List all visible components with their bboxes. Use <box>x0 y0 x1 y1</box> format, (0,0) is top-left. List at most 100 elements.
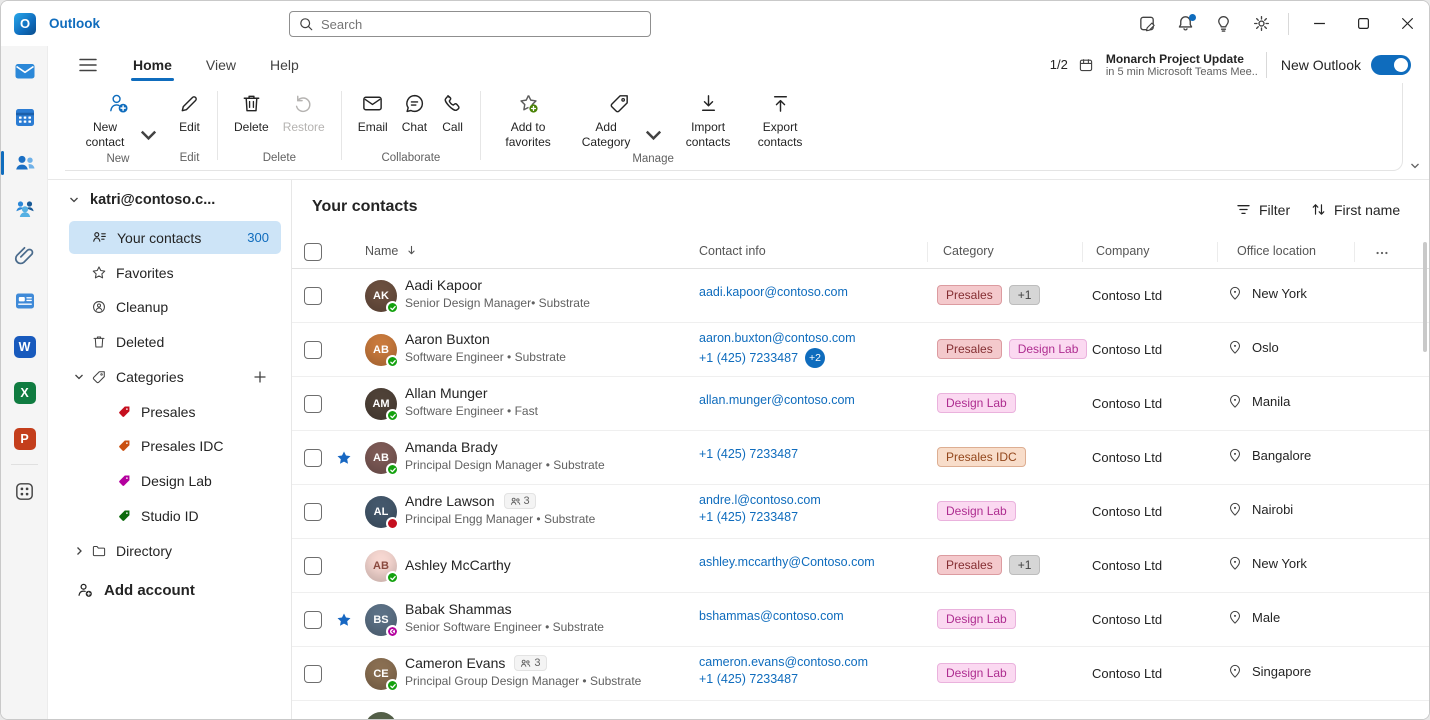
contact-row[interactable]: AB Amanda Brady Principal Design Manager •… <box>292 431 1429 485</box>
category-badge[interactable]: Design Lab <box>937 663 1016 683</box>
rail-powerpoint-icon[interactable]: P <box>1 419 48 459</box>
call-button[interactable]: Call <box>434 83 471 137</box>
more-columns-button[interactable] <box>1370 241 1394 265</box>
search-box[interactable] <box>289 11 651 37</box>
collapse-ribbon-chevron-icon[interactable] <box>1405 156 1425 176</box>
row-checkbox[interactable] <box>304 449 322 467</box>
sidebar-item-favorites[interactable]: Favorites <box>69 256 281 289</box>
rail-excel-icon[interactable]: X <box>1 373 48 413</box>
contact-phone-link[interactable]: +1 (425) 7233487 <box>699 351 799 365</box>
category-badge[interactable]: Presales <box>937 555 1002 575</box>
rail-word-icon[interactable]: W <box>1 327 48 367</box>
category-overflow-badge[interactable]: +1 <box>1008 285 1041 305</box>
tab-home[interactable]: Home <box>129 51 176 81</box>
rail-attachments-icon[interactable] <box>1 235 48 275</box>
add-category-button[interactable]: Add Category <box>566 83 672 152</box>
contact-row[interactable]: AL Andre Lawson 3 Principal Engg Manager • … <box>292 485 1429 539</box>
category-badge[interactable]: Design Lab <box>1008 339 1088 359</box>
email-button[interactable]: Email <box>351 83 395 137</box>
rail-mail-icon[interactable] <box>1 51 48 91</box>
contact-row[interactable]: BS Babak Shammas Senior Software Engineer … <box>292 593 1429 647</box>
contact-row[interactable]: AK Aadi Kapoor Senior Design Manager• Subs… <box>292 269 1429 323</box>
sidebar-item-cleanup[interactable]: Cleanup <box>69 290 281 323</box>
rail-people-icon[interactable] <box>1 143 48 183</box>
contact-email-link[interactable]: cameron.evans@contoso.com <box>699 655 869 669</box>
column-header-company[interactable]: Company <box>1096 244 1150 258</box>
contact-phone-link[interactable]: +1 (425) 7233487 <box>699 447 799 461</box>
sort-button[interactable]: First name <box>1302 196 1408 223</box>
tab-help[interactable]: Help <box>270 56 299 73</box>
tips-bulb-icon[interactable] <box>1204 7 1242 41</box>
edit-button[interactable]: Edit <box>171 83 208 137</box>
category-badge[interactable]: Presales <box>937 339 1002 359</box>
contact-row[interactable]: CE Cameron Evans 3 Principal Group Design M… <box>292 647 1429 701</box>
import-contacts-button[interactable]: Import contacts <box>672 83 744 152</box>
add-account-button[interactable]: Add account <box>76 581 195 599</box>
rail-calendar-icon[interactable] <box>1 97 48 137</box>
row-checkbox[interactable] <box>304 395 322 413</box>
column-header-office-location[interactable]: Office location <box>1237 244 1316 258</box>
contact-email-link[interactable]: allan.munger@contoso.com <box>699 393 855 407</box>
scrollbar-thumb[interactable] <box>1423 242 1427 352</box>
category-badge[interactable]: Design Lab <box>937 501 1016 521</box>
new-contact-button[interactable]: New contact <box>69 83 167 152</box>
chat-button[interactable]: Chat <box>395 83 434 137</box>
maximize-button[interactable] <box>1341 4 1385 44</box>
sidebar-item-deleted[interactable]: Deleted <box>69 325 281 358</box>
contact-email-link[interactable]: andre.l@contoso.com <box>699 493 821 507</box>
category-overflow-badge[interactable]: +1 <box>1008 555 1041 575</box>
filter-button[interactable]: Filter <box>1227 196 1298 223</box>
phone-overflow-badge[interactable]: +2 <box>805 348 826 368</box>
rail-newsletter-icon[interactable] <box>1 281 48 321</box>
column-header-category[interactable]: Category <box>943 244 994 258</box>
category-badge[interactable]: Design Lab <box>937 609 1016 629</box>
row-checkbox[interactable] <box>304 665 322 683</box>
notes-icon[interactable] <box>1128 7 1166 41</box>
row-checkbox[interactable] <box>304 503 322 521</box>
hamburger-menu-icon[interactable] <box>73 52 103 78</box>
category-badge[interactable]: Design Lab <box>937 393 1016 413</box>
close-button[interactable] <box>1385 4 1429 44</box>
sidebar-item-directory[interactable]: Directory <box>69 534 281 567</box>
notifications-bell-icon[interactable] <box>1166 7 1204 41</box>
contact-row[interactable]: AM Allan Munger Software Engineer • Fast al… <box>292 377 1429 431</box>
add-to-favorites-button[interactable]: Add to favorites <box>490 83 566 152</box>
add-category-plus-icon[interactable] <box>253 370 267 384</box>
contact-phone-link[interactable]: +1 (425) 7233487 <box>699 510 799 524</box>
contact-row[interactable]: BDBeth Davis <box>292 701 1429 719</box>
contact-email-link[interactable]: bshammas@contoso.com <box>699 609 844 623</box>
select-all-checkbox[interactable] <box>304 243 322 261</box>
row-checkbox[interactable] <box>304 557 322 575</box>
settings-gear-icon[interactable] <box>1242 7 1280 41</box>
row-checkbox[interactable] <box>304 341 322 359</box>
contact-email-link[interactable]: aadi.kapoor@contoso.com <box>699 285 848 299</box>
contact-row[interactable]: AB Aaron Buxton Software Engineer • Substr… <box>292 323 1429 377</box>
sidebar-category-presales[interactable]: Presales <box>69 395 281 428</box>
category-badge[interactable]: Presales <box>937 285 1002 305</box>
column-header-contact-info[interactable]: Contact info <box>699 244 766 258</box>
account-header[interactable]: katri@contoso.c... <box>68 192 215 208</box>
rail-more-apps-icon[interactable] <box>1 471 48 511</box>
export-contacts-button[interactable]: Export contacts <box>744 83 816 152</box>
sidebar-item-your-contacts[interactable]: Your contacts 300 <box>69 221 281 254</box>
sidebar-item-categories[interactable]: Categories <box>69 360 281 393</box>
contact-row[interactable]: AB Ashley McCarthy ashley.mccarthy@Contoso… <box>292 539 1429 593</box>
contact-email-link[interactable]: ashley.mccarthy@Contoso.com <box>699 555 875 569</box>
tab-view[interactable]: View <box>205 56 236 73</box>
contact-email-link[interactable]: aaron.buxton@contoso.com <box>699 331 856 345</box>
row-checkbox[interactable] <box>304 611 322 629</box>
rail-groups-icon[interactable] <box>1 189 48 229</box>
column-header-name[interactable]: Name <box>365 244 417 258</box>
sidebar-category-presales-idc[interactable]: Presales IDC <box>69 429 281 462</box>
contact-phone-link[interactable]: +1 (425) 7233487 <box>699 672 799 686</box>
sidebar-category-studio-id[interactable]: Studio ID <box>69 499 281 532</box>
category-badge[interactable]: Presales IDC <box>937 447 1026 467</box>
sidebar-category-design-lab[interactable]: Design Lab <box>69 464 281 497</box>
restore-button[interactable]: Restore <box>276 83 332 137</box>
row-checkbox[interactable] <box>304 287 322 305</box>
reminder-card[interactable]: Monarch Project Update in 5 min Microsof… <box>1106 52 1258 78</box>
delete-button[interactable]: Delete <box>227 83 276 137</box>
new-outlook-toggle[interactable] <box>1371 54 1411 75</box>
minimize-button[interactable] <box>1297 4 1341 44</box>
search-input[interactable] <box>321 16 642 32</box>
